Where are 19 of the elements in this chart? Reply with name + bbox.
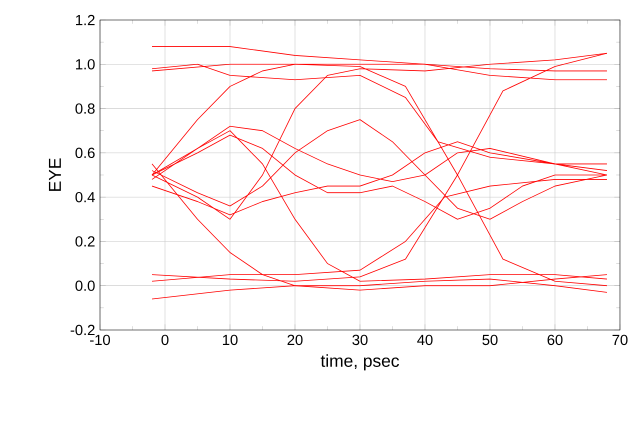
y-tick-label: 0.6 — [75, 148, 95, 158]
y-tick-label: 0.4 — [75, 192, 95, 202]
y-tick-label: 0.0 — [75, 280, 95, 291]
x-tick-label: 30 — [352, 334, 368, 346]
x-tick-label: -10 — [90, 334, 110, 346]
y-axis-title: EYE — [48, 158, 61, 191]
x-tick-label: 60 — [548, 334, 563, 346]
x-tick-label: 70 — [612, 334, 628, 346]
x-tick-label: 20 — [288, 334, 303, 346]
y-tick-label: 1.0 — [76, 59, 95, 70]
x-tick-label: 10 — [222, 334, 238, 346]
y-tick-label: 0.8 — [75, 103, 95, 114]
y-tick-label: 0.2 — [75, 236, 95, 247]
x-tick-label: 50 — [482, 334, 498, 346]
x-axis-title: time, psec — [320, 354, 400, 370]
x-tick-label: 40 — [417, 334, 433, 346]
y-tick-label: -0.2 — [70, 324, 95, 336]
x-tick-label: 0 — [161, 334, 168, 346]
y-tick-label: 1.2 — [76, 14, 95, 26]
